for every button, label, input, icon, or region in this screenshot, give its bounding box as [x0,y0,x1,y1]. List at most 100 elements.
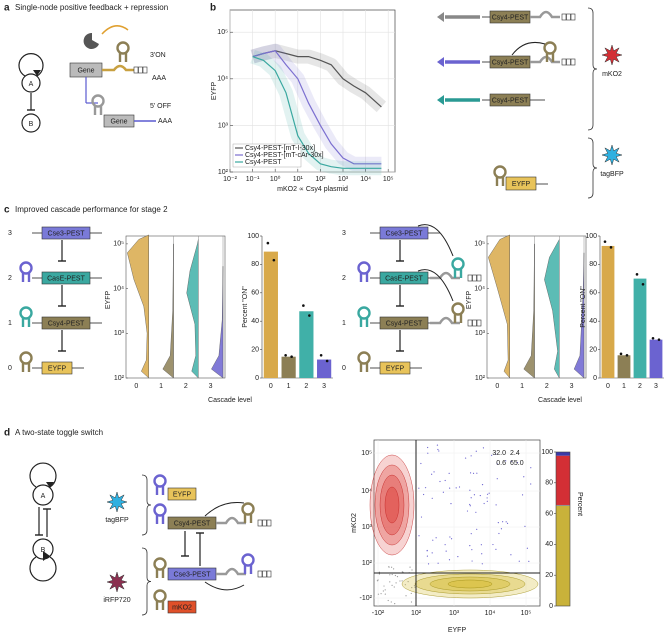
arrowhead [33,70,41,76]
y-tick-label: 10⁴ [474,285,485,292]
event-dot [486,500,488,502]
polyA [570,13,576,21]
brace [141,474,152,536]
gene-label: Csy4-PEST [386,320,423,327]
replicate-dot [308,314,311,317]
event-dot [393,586,395,588]
line [252,50,382,165]
quadrant-label: 32.0 [492,450,506,457]
event-dot [524,525,526,527]
polyA [472,319,477,327]
polyA [566,13,571,21]
hairpin [453,269,463,278]
hairpin [243,514,253,523]
off-label: 5' OFF [150,103,171,110]
event-dot [488,492,490,494]
replicate-dot [609,246,613,249]
x-tick-label: 10² [411,610,422,617]
x-tick-label: 10¹ [293,176,304,183]
event-dot [420,516,423,518]
event-dot [387,599,389,602]
event-dot [505,460,507,462]
event-dot [449,536,451,538]
event-dot [418,535,420,537]
event-dot [455,487,457,489]
event-dot [464,457,467,459]
event-dot [438,450,440,452]
x-tick-label: 10⁵ [521,610,532,617]
event-dot [450,502,452,505]
hairpin [359,273,369,282]
event-dot [404,584,406,586]
gene-label: CasE-PEST [47,275,85,282]
event-dot [449,487,451,489]
event-dot [432,539,434,541]
event-dot [388,566,390,568]
event-dot [497,522,499,524]
event-dot [423,493,425,496]
event-dot [457,556,459,558]
x-tick-label: 10³ [449,610,460,617]
arrowhead [437,95,444,105]
x-tick-label: 0 [134,383,138,390]
y-tick-label: 100 [585,233,597,240]
violin [127,234,150,379]
rna-target [216,516,246,525]
event-dot [413,584,415,587]
event-dot [481,553,483,555]
event-dot [469,503,471,506]
violin [523,243,535,379]
quadrant-label: 0.6 [496,460,506,467]
replicate-dot [325,359,329,363]
event-dot [510,460,512,462]
hairpin [153,557,167,571]
feedback-loop [29,556,57,582]
event-dot [481,484,484,486]
replicate-dot [603,240,607,243]
violin [544,239,560,379]
bar-segment [556,452,570,456]
event-dot [384,589,386,591]
event-dot [481,563,483,565]
x-tick-label: 2 [184,383,188,390]
event-dot [389,581,391,583]
level-label: 1 [8,320,12,327]
level-label: 1 [342,320,346,327]
y-tick-label: 10⁵ [361,450,372,457]
violin [162,243,174,379]
line [252,56,382,169]
gene-label: Gene [110,118,127,125]
x-tick-label: 1 [520,383,524,390]
mrna [102,64,134,72]
x-tick-label: 10⁰ [270,175,281,183]
csy4-icon [83,32,99,49]
event-dot [480,544,482,546]
polyA [476,274,482,282]
event-dot [496,463,498,465]
event-dot [518,560,520,562]
event-dot [516,461,519,464]
activation [417,224,454,257]
brace [141,547,152,616]
activation [101,25,129,35]
event-dot [377,593,380,595]
event-dot [510,554,512,556]
rna-target [530,10,560,19]
event-dot [436,444,439,446]
y-tick-label: 10³ [218,122,229,129]
y-tick-label: 10² [114,375,125,382]
polyA [467,274,473,282]
density-contour [447,579,493,589]
hairpin [241,502,255,516]
y-tick-label: 20 [589,346,597,353]
event-dot [469,489,471,491]
hairpin [155,486,165,495]
x-tick-label: 10³ [338,176,349,183]
activation [204,502,245,517]
x-tick-label: 0 [606,383,610,390]
x-tick-label: 2 [545,383,549,390]
event-dot [448,559,451,561]
level-label: 3 [342,230,346,237]
density-contour [384,486,400,524]
y-tick-label: 10⁵ [217,29,228,36]
